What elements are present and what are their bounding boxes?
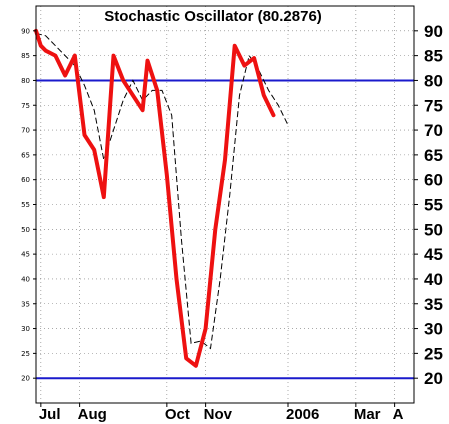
y-tick-label-right: 50 xyxy=(424,220,443,239)
chart-title: Stochastic Oscillator (80.2876) xyxy=(104,8,322,25)
y-tick-label-right: 70 xyxy=(424,121,443,140)
y-tick-label-right: 55 xyxy=(424,196,443,215)
y-tick-label-left: 50 xyxy=(21,226,30,234)
y-tick-label-right: 90 xyxy=(424,22,443,41)
y-tick-label-left: 60 xyxy=(21,176,30,184)
y-tick-label-right: 80 xyxy=(424,71,443,90)
y-tick-label-right: 30 xyxy=(424,320,443,339)
x-tick-label: Aug xyxy=(78,406,107,423)
x-axis-ticks: Jul Aug Oct Nov 2006 Mar A xyxy=(39,403,404,423)
y-tick-label-left: 75 xyxy=(21,102,30,110)
y-axis-left-ticks: 20 25 30 35 40 45 50 55 60 65 70 75 80 85 90 xyxy=(21,27,36,383)
y-axis-right-ticks: 20 25 30 35 40 45 50 55 60 65 70 75 80 85 90 xyxy=(414,22,443,388)
y-tick-label-left: 40 xyxy=(21,275,30,283)
y-tick-label-left: 25 xyxy=(21,350,30,358)
y-tick-label-right: 75 xyxy=(424,96,443,115)
series-lines xyxy=(34,28,289,368)
y-tick-label-right: 35 xyxy=(424,295,443,314)
y-tick-label-right: 45 xyxy=(424,245,443,264)
y-tick-label-right: 60 xyxy=(424,171,443,190)
y-tick-label-left: 80 xyxy=(21,77,30,85)
y-tick-label-right: 20 xyxy=(424,369,443,388)
reference-lines xyxy=(36,79,414,380)
y-tick-label-left: 85 xyxy=(21,52,30,60)
x-tick-label: Oct xyxy=(165,406,190,423)
x-tick-label: A xyxy=(393,406,404,423)
y-tick-label-left: 30 xyxy=(21,325,30,333)
x-tick-label: Jul xyxy=(39,406,61,423)
y-tick-label-right: 65 xyxy=(424,146,443,165)
y-tick-label-right: 85 xyxy=(424,47,443,66)
y-tick-label-right: 40 xyxy=(424,270,443,289)
y-tick-label-left: 90 xyxy=(21,27,30,35)
grid-lines xyxy=(36,6,414,403)
x-tick-label: Mar xyxy=(354,406,381,423)
y-tick-label-left: 45 xyxy=(21,251,30,259)
x-tick-label: 2006 xyxy=(286,406,319,423)
y-tick-label-left: 55 xyxy=(21,201,30,209)
y-tick-label-left: 20 xyxy=(21,375,30,383)
y-tick-label-left: 70 xyxy=(21,127,30,135)
x-tick-label: Nov xyxy=(204,406,233,423)
percent-k-line xyxy=(34,28,276,368)
y-tick-label-left: 35 xyxy=(21,300,30,308)
y-tick-label-left: 65 xyxy=(21,151,30,159)
y-tick-label-right: 25 xyxy=(424,344,443,363)
